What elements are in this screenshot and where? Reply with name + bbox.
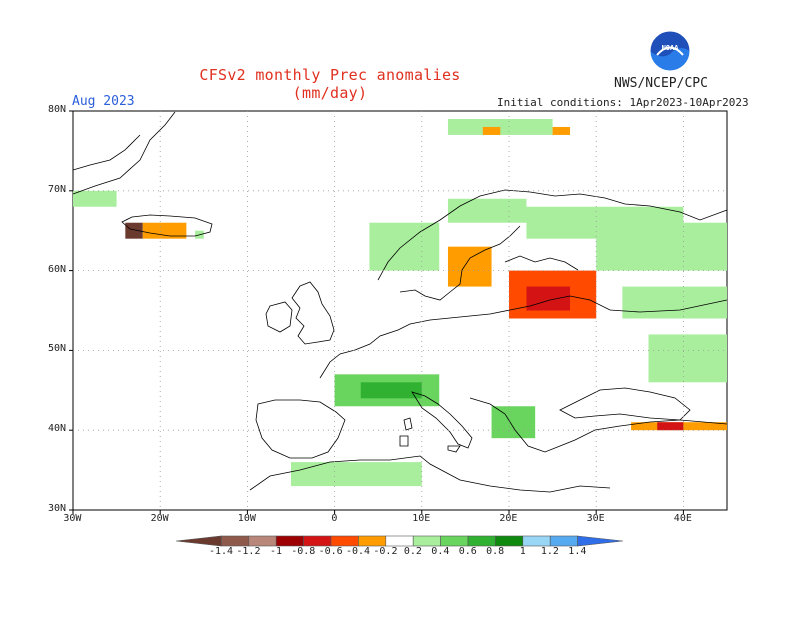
ireland-coast: [265, 301, 293, 333]
lon-label: 10W: [237, 513, 256, 524]
lat-label: 80N: [48, 104, 67, 115]
lat-label: 50N: [48, 343, 67, 355]
lat-label: 70N: [48, 183, 67, 195]
anomaly-region-14: [622, 286, 727, 319]
italy-coast: [411, 391, 473, 449]
noaa-logo: NOAA: [649, 30, 691, 72]
anomaly-region-11: [447, 246, 492, 287]
norway-coast: [377, 189, 728, 281]
anomaly-layer: [73, 118, 727, 487]
map-title: CFSv2 monthly Prec anomalies (mm/day): [199, 66, 461, 102]
colorbar-label: -1.2: [236, 546, 261, 557]
anomaly-region-13: [526, 286, 571, 311]
lon-label: 0: [331, 513, 338, 524]
lon-label: 10E: [412, 513, 431, 524]
anomaly-region-2: [142, 222, 187, 239]
lon-label: 30W: [63, 513, 82, 524]
logo-text: NOAA: [662, 44, 680, 52]
anomaly-region-1: [125, 222, 143, 239]
colorbar-label: 1: [519, 546, 526, 557]
tick-layer: [69, 110, 684, 514]
lon-label: 30E: [586, 513, 605, 524]
anomaly-region-18: [491, 406, 536, 439]
iceland-coast: [121, 214, 213, 237]
lon-label: 40E: [673, 513, 692, 524]
grid-layer: [73, 111, 727, 510]
colorbar-label: 0.8: [486, 546, 505, 557]
lon-label: 20W: [150, 513, 169, 524]
colorbar-label: 0.6: [458, 546, 477, 557]
balkans-coast: [469, 397, 728, 453]
anomaly-region-0: [73, 190, 117, 207]
greenland-inner-coast: [72, 134, 141, 171]
lat-label: 30N: [48, 503, 67, 514]
coastline-layer: [72, 111, 728, 493]
anomaly-region-10: [369, 222, 440, 271]
anomaly-region-17: [360, 382, 422, 399]
colorbar-label: 0.4: [431, 546, 450, 557]
anomaly-region-15: [648, 334, 727, 383]
colorbar-label: -1: [270, 546, 283, 557]
great-britain-coast: [291, 281, 335, 345]
sweden-coast: [399, 225, 521, 301]
black-sea-coast: [559, 387, 691, 421]
greenland-coast: [72, 111, 176, 195]
anomaly-region-21: [291, 462, 422, 487]
colorbar-label: -1.4: [209, 546, 234, 557]
finland-coast: [504, 255, 579, 271]
colorbar-label: 0.2: [403, 546, 422, 557]
europe-north-coast: [319, 295, 728, 379]
lon-label: 20E: [499, 513, 518, 524]
anomaly-region-6: [552, 126, 571, 135]
anomaly-region-9: [596, 222, 727, 271]
anomaly-region-7: [447, 198, 527, 223]
anomaly-region-20: [657, 422, 684, 431]
colorbar-label: -0.2: [373, 546, 398, 557]
agency-label: NWS/NCEP/CPC: [614, 76, 708, 91]
colorbar-label: 1.2: [540, 546, 559, 557]
iberia-coast: [255, 399, 346, 459]
colorbar-label: 1.4: [568, 546, 587, 557]
colorbar-label: -0.4: [346, 546, 371, 557]
lat-label: 40N: [48, 423, 67, 435]
colorbar-label: -0.6: [318, 546, 343, 557]
lat-label: 60N: [48, 263, 67, 275]
colorbar-label: -0.8: [291, 546, 316, 557]
anomaly-region-5: [482, 126, 501, 135]
initial-conditions-label: Initial conditions: 1Apr2023-10Apr2023: [497, 96, 749, 109]
north-africa-coast: [249, 455, 611, 493]
mediterranean-islands: [399, 417, 461, 453]
valid-month-label: Aug 2023: [72, 94, 135, 109]
